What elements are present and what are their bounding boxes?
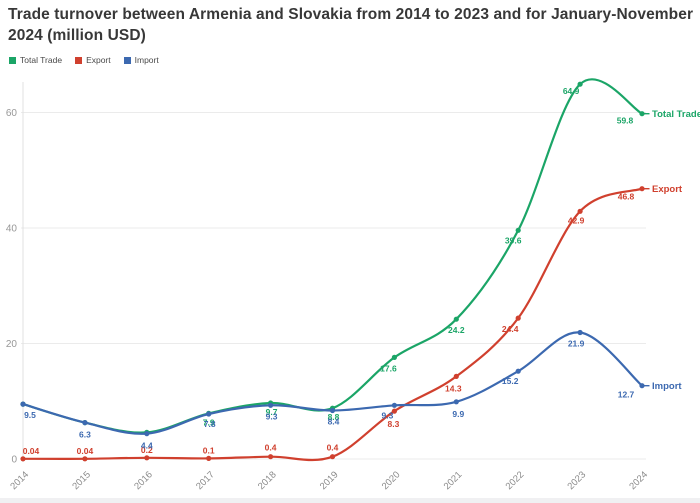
data-label-import-2018: 9.3 — [266, 411, 278, 421]
data-label-total-trade-2018: 9.7 — [266, 407, 278, 417]
data-point-import-2019 — [329, 407, 336, 414]
data-label-import-2020: 9.3 — [381, 410, 393, 420]
data-point-total-trade-2024 — [639, 111, 645, 117]
legend-label: Import — [134, 55, 159, 65]
data-label-import-2021: 9.9 — [452, 409, 464, 419]
data-point-export-2015 — [82, 456, 88, 462]
data-label-export-2017: 0.1 — [203, 445, 215, 455]
chart-legend: Total Trade Export Import — [9, 55, 159, 65]
data-label-export-2021: 14.3 — [445, 383, 462, 393]
data-label-export-2024: 46.8 — [618, 192, 635, 202]
data-label-export-2023: 42.9 — [568, 215, 585, 225]
x-tick-label: 2021 — [442, 469, 465, 492]
legend-item-import: Import — [123, 55, 159, 65]
x-tick-label: 2014 — [8, 469, 31, 492]
data-label-total-trade-2021: 24.2 — [448, 325, 465, 335]
data-point-export-2021 — [453, 373, 459, 379]
series-end-label-export: Export — [652, 184, 683, 195]
data-point-export-2022 — [515, 315, 521, 321]
data-label-total-trade-2024: 59.8 — [617, 116, 634, 126]
data-point-import-2022 — [515, 368, 521, 374]
data-point-total-trade-2020 — [391, 354, 397, 360]
data-point-import-2024 — [639, 383, 645, 389]
y-tick-label: 60 — [6, 108, 18, 119]
data-label-import-2023: 21.9 — [568, 339, 585, 349]
y-tick-label: 20 — [6, 339, 18, 350]
x-tick-label: 2015 — [70, 469, 93, 492]
data-point-total-trade-2022 — [515, 227, 521, 233]
data-label-export-2022: 24.4 — [502, 324, 519, 334]
x-tick-label: 2023 — [565, 469, 588, 492]
y-tick-label: 40 — [6, 224, 18, 235]
data-label-total-trade-2020: 17.6 — [380, 363, 397, 373]
data-label-export-2020: 8.3 — [387, 419, 399, 429]
data-point-export-2023 — [577, 208, 583, 214]
data-point-export-2014 — [20, 456, 26, 462]
data-point-import-2014 — [20, 401, 26, 407]
series-end-label-total-trade: Total Trade — [652, 109, 700, 120]
data-point-export-2019 — [329, 454, 336, 460]
data-label-export-2019: 0.4 — [327, 443, 339, 453]
legend-swatch-total-trade — [9, 56, 16, 64]
data-label-import-2014: 9.5 — [24, 410, 36, 420]
data-point-import-2023 — [577, 329, 583, 336]
x-tick-label: 2022 — [504, 469, 527, 492]
data-point-total-trade-2021 — [453, 316, 459, 322]
data-label-total-trade-2022: 39.6 — [505, 235, 522, 245]
x-tick-label: 2019 — [318, 469, 341, 492]
data-point-export-2018 — [268, 454, 274, 460]
chart-title: Trade turnover between Armenia and Slova… — [8, 6, 694, 44]
data-label-total-trade-2017: 7.9 — [203, 417, 215, 427]
data-label-import-2022: 15.2 — [502, 376, 519, 386]
data-point-import-2016 — [144, 431, 150, 437]
x-tick-label: 2017 — [194, 469, 217, 492]
data-label-export-2016: 0.2 — [141, 445, 153, 455]
data-point-export-2020 — [391, 408, 397, 414]
data-point-export-2016 — [144, 455, 150, 461]
data-label-import-2017: 7.8 — [204, 419, 216, 429]
data-label-export-2014: 0.04 — [23, 446, 40, 456]
legend-item-total-trade: Total Trade — [9, 55, 62, 65]
data-point-import-2015 — [82, 420, 88, 426]
data-label-total-trade-2019: 8.8 — [328, 412, 340, 422]
legend-label: Total Trade — [20, 55, 63, 65]
data-point-total-trade-2023 — [577, 81, 583, 87]
data-point-import-2017 — [206, 411, 212, 417]
data-label-total-trade-2023: 64.9 — [563, 86, 580, 96]
x-tick-label: 2024 — [627, 469, 650, 492]
series-line-export — [21, 187, 644, 462]
x-tick-label: 2016 — [132, 469, 155, 492]
data-point-export-2017 — [206, 455, 212, 461]
series-end-label-import: Import — [652, 381, 682, 392]
legend-swatch-export — [75, 56, 83, 64]
data-point-export-2024 — [639, 186, 645, 192]
data-point-import-2020 — [391, 402, 397, 408]
legend-label: Export — [86, 55, 111, 65]
bottom-edge-bar — [0, 498, 700, 503]
legend-item-export: Export — [75, 55, 111, 65]
data-label-export-2018: 0.4 — [265, 443, 277, 453]
x-tick-label: 2020 — [380, 469, 403, 492]
data-point-import-2018 — [268, 402, 274, 408]
data-label-import-2024: 12.7 — [618, 390, 635, 400]
data-label-export-2015: 0.04 — [77, 446, 94, 456]
x-tick-label: 2018 — [256, 469, 279, 492]
data-point-import-2021 — [453, 399, 459, 405]
data-label-import-2015: 6.3 — [79, 430, 91, 440]
data-label-import-2019: 8.4 — [328, 417, 340, 427]
data-label-import-2016: 4.4 — [141, 441, 153, 451]
legend-swatch-import — [123, 56, 131, 64]
series-line-total-trade — [21, 78, 644, 434]
y-tick-label: 0 — [11, 455, 17, 466]
